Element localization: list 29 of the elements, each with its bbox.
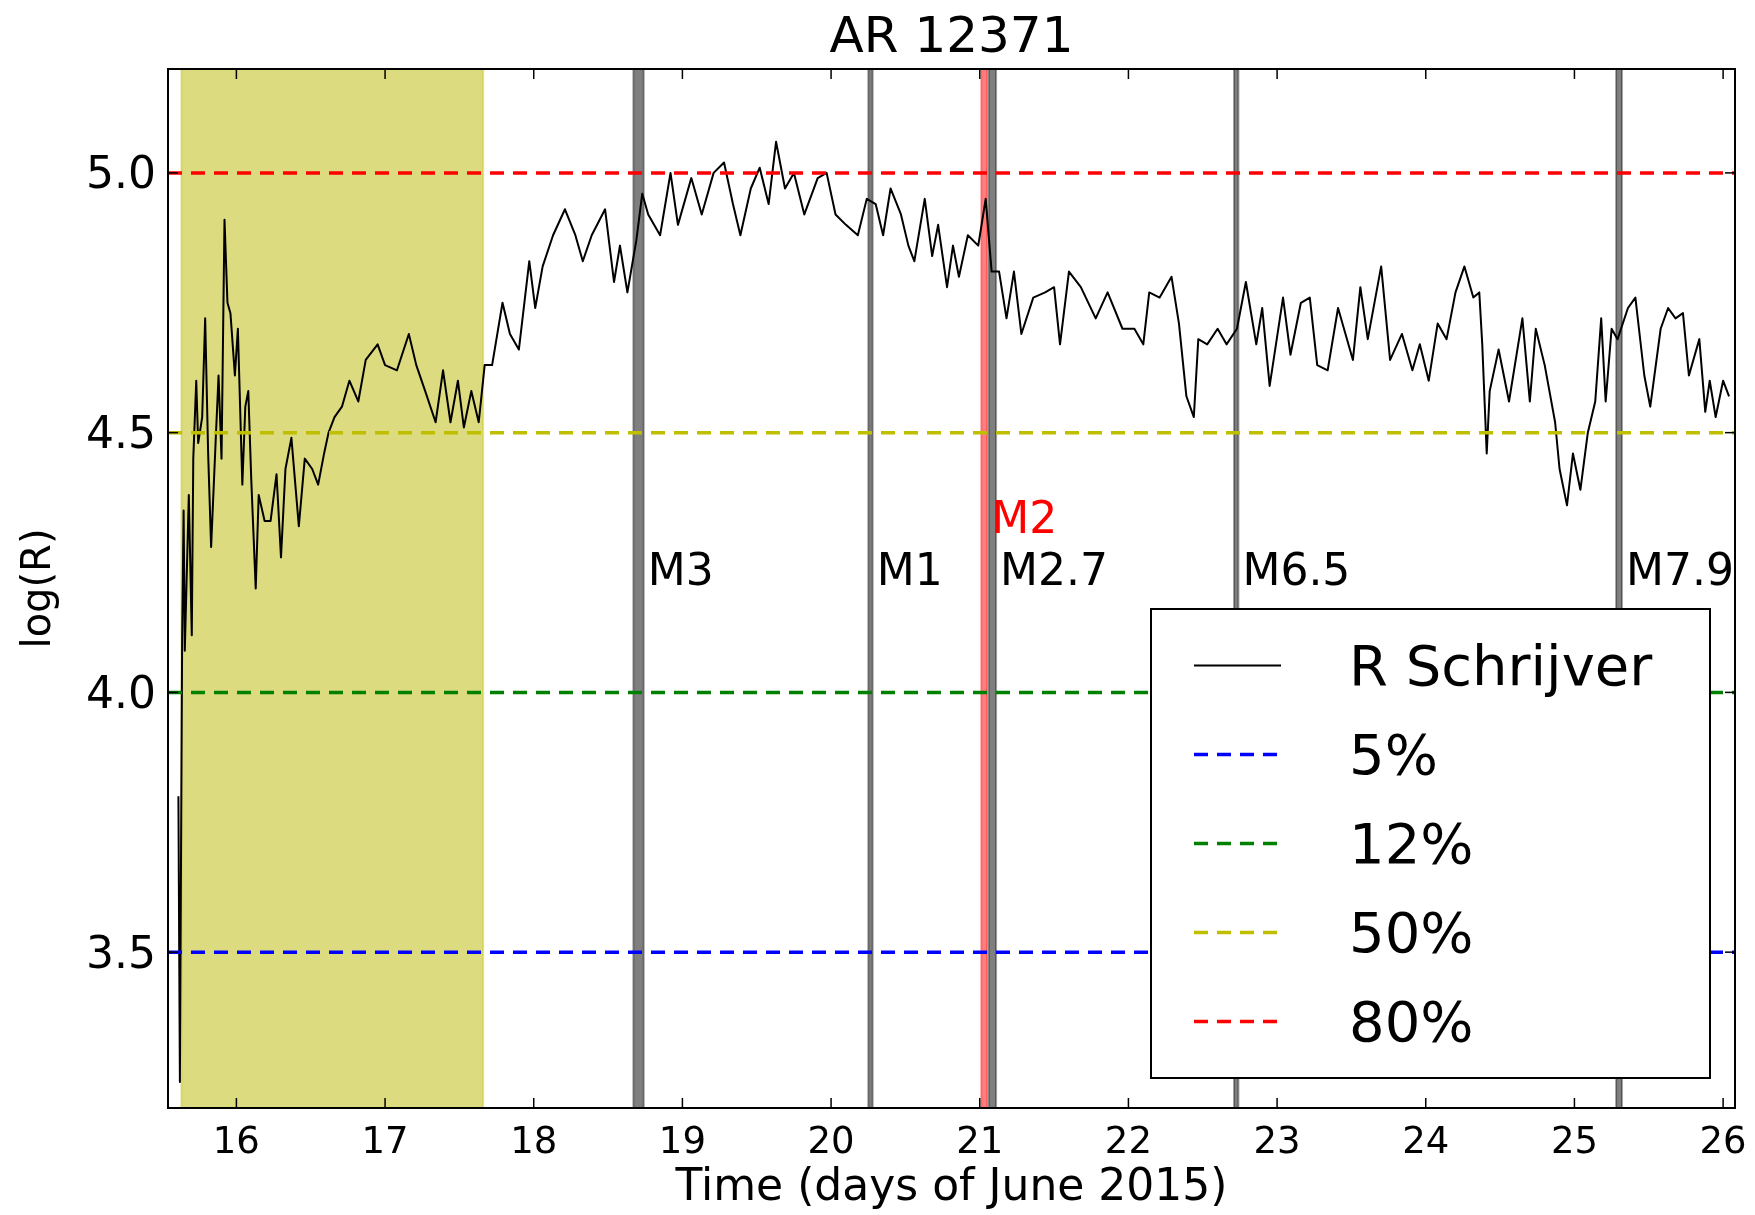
- band-label: M6.5: [1242, 544, 1351, 595]
- legend-label: 80%: [1349, 989, 1474, 1055]
- y-tick-label: 5.0: [86, 147, 156, 199]
- x-tick-label: 17: [361, 1119, 409, 1162]
- legend-label: 12%: [1349, 811, 1474, 877]
- legend-label: R Schrijver: [1349, 633, 1654, 699]
- x-tick-label: 21: [956, 1119, 1004, 1162]
- x-tick-label: 25: [1550, 1119, 1598, 1162]
- x-tick-label: 20: [807, 1119, 855, 1162]
- x-tick-label: 18: [510, 1119, 558, 1162]
- line-series: [177, 140, 1731, 1084]
- legend-label: 5%: [1349, 722, 1438, 788]
- x-tick-label: 23: [1253, 1119, 1301, 1162]
- y-tick-label: 4.5: [86, 407, 156, 459]
- legend-label: 50%: [1349, 900, 1474, 966]
- x-tick-label: 19: [658, 1119, 706, 1162]
- y-tick-label: 3.5: [86, 926, 156, 978]
- y-tick-label: 4.0: [86, 666, 156, 718]
- y-axis-title: log(R): [13, 528, 59, 649]
- band-label: M1: [876, 544, 943, 595]
- band-label: M7.9: [1626, 544, 1734, 595]
- x-tick-label: 16: [212, 1119, 260, 1162]
- x-axis-title: Time (days of June 2015): [674, 1159, 1228, 1210]
- x-tick-label: 26: [1699, 1119, 1747, 1162]
- band-label: M3: [647, 544, 714, 595]
- x-tick-label: 22: [1104, 1119, 1152, 1162]
- x-tick-label: 24: [1402, 1119, 1450, 1162]
- chart-title: AR 12371: [829, 6, 1074, 64]
- band-label: M2.7: [1000, 544, 1109, 595]
